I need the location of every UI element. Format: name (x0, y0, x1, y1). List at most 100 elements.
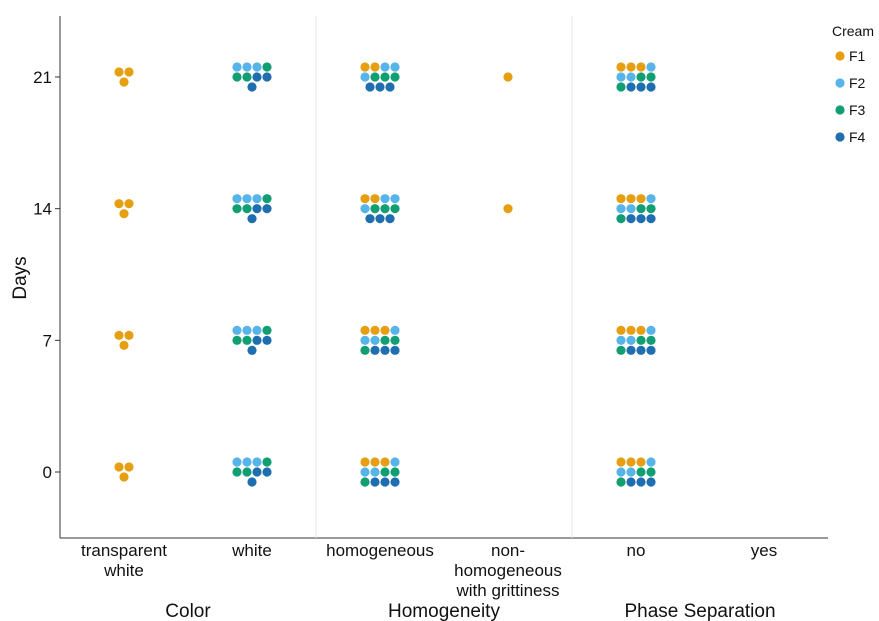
data-point (646, 82, 656, 92)
data-point (646, 335, 656, 345)
data-point (370, 72, 380, 82)
data-point (503, 72, 513, 82)
y-tick-label: 7 (43, 331, 52, 350)
data-point (390, 62, 400, 72)
data-point (232, 325, 242, 335)
data-point (360, 477, 370, 487)
data-point (646, 325, 656, 335)
data-point (380, 345, 390, 355)
group-labels: Color Homogeneity Phase Separation (165, 601, 775, 621)
data-point (646, 467, 656, 477)
x-category-label: yes (751, 541, 777, 560)
data-point (360, 62, 370, 72)
data-point (232, 194, 242, 204)
data-point (262, 325, 272, 335)
data-point (370, 62, 380, 72)
data-point (360, 204, 370, 214)
data-point (375, 214, 385, 224)
data-point (124, 330, 134, 340)
data-point (385, 214, 395, 224)
data-point (626, 214, 636, 224)
data-point (114, 330, 124, 340)
y-tick-label: 0 (43, 463, 52, 482)
data-point (242, 467, 252, 477)
data-point (262, 194, 272, 204)
data-point (390, 457, 400, 467)
data-point (124, 67, 134, 77)
group-label: Homogeneity (388, 601, 500, 621)
data-point (232, 204, 242, 214)
data-point (380, 72, 390, 82)
data-point (636, 194, 646, 204)
data-point (636, 204, 646, 214)
data-point (232, 467, 242, 477)
data-point (616, 335, 626, 345)
y-axis-ticks: 0 7 14 21 (33, 68, 60, 482)
legend-swatch (835, 78, 845, 88)
data-point (242, 72, 252, 82)
data-point (626, 335, 636, 345)
data-point (232, 62, 242, 72)
data-point (626, 62, 636, 72)
data-point (636, 325, 646, 335)
data-point (390, 194, 400, 204)
data-point (646, 345, 656, 355)
data-point (119, 340, 129, 350)
x-category-label: no (627, 541, 646, 560)
data-point (262, 72, 272, 82)
data-point (360, 194, 370, 204)
group-label: Phase Separation (624, 601, 775, 621)
data-point (370, 325, 380, 335)
data-point (390, 477, 400, 487)
data-point (503, 204, 513, 214)
legend: Cream F1 F2 F3 F4 (832, 23, 874, 145)
data-point (114, 462, 124, 472)
data-point (247, 214, 257, 224)
data-point (119, 209, 129, 219)
data-point (390, 204, 400, 214)
data-point (232, 457, 242, 467)
data-point (616, 62, 626, 72)
data-point (636, 457, 646, 467)
data-point (616, 194, 626, 204)
data-point (252, 62, 262, 72)
x-category-label: transparent white (81, 541, 167, 580)
data-point (124, 462, 134, 472)
x-category-label: white (231, 541, 272, 560)
legend-label: F1 (849, 48, 866, 64)
x-category-label: non-homogeneous with grittiness (454, 541, 562, 600)
data-point (626, 204, 636, 214)
plot-frame (59, 16, 828, 539)
data-point (252, 457, 262, 467)
data-point (616, 72, 626, 82)
group-dividers (315, 16, 573, 538)
data-points (114, 62, 656, 487)
data-point (380, 477, 390, 487)
data-point (114, 67, 124, 77)
data-point (242, 335, 252, 345)
data-point (242, 62, 252, 72)
data-point (390, 72, 400, 82)
data-point (252, 204, 262, 214)
data-point (646, 457, 656, 467)
data-point (616, 325, 626, 335)
data-point (360, 457, 370, 467)
data-point (636, 214, 646, 224)
data-point (380, 325, 390, 335)
data-point (262, 204, 272, 214)
legend-label: F3 (849, 102, 866, 118)
data-point (370, 345, 380, 355)
data-point (636, 72, 646, 82)
data-point (616, 214, 626, 224)
data-point (370, 335, 380, 345)
data-point (390, 335, 400, 345)
data-point (616, 457, 626, 467)
data-point (119, 472, 129, 482)
data-point (262, 467, 272, 477)
data-point (616, 477, 626, 487)
data-point (247, 345, 257, 355)
data-point (636, 477, 646, 487)
data-point (124, 199, 134, 209)
data-point (636, 335, 646, 345)
